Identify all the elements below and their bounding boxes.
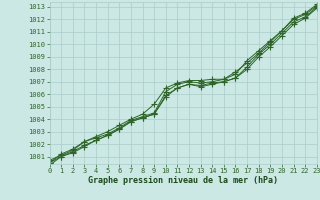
X-axis label: Graphe pression niveau de la mer (hPa): Graphe pression niveau de la mer (hPa) [88, 176, 278, 185]
